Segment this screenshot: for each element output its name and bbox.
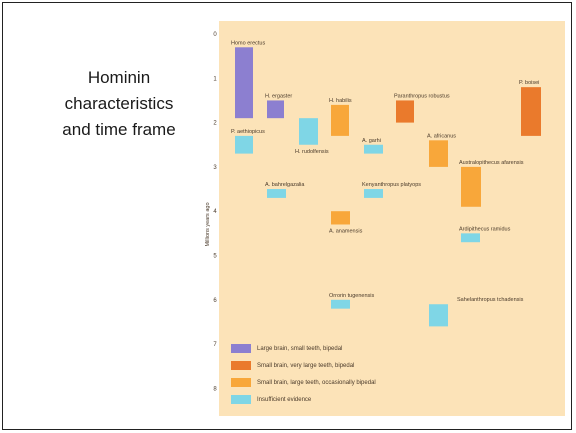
hominin-timeline-figure: Millions years ago 0 1 2 3 4 5 6 7 8 Homo erectus H… [195, 21, 569, 416]
slide-title-line-1: Hominin [87, 68, 151, 87]
range-bar [364, 189, 383, 198]
y-tick-label: 1 [213, 76, 217, 82]
legend-item: Small brain, large teeth, occasionally b… [231, 375, 531, 390]
species-label: H. ergaster [265, 93, 292, 99]
species-label: Kenyanthropus platyops [362, 182, 421, 188]
slide-frame: Hominin characteristics and time frame M… [2, 2, 572, 430]
chart-panel [219, 21, 565, 416]
range-bar [267, 189, 286, 198]
range-bar [429, 304, 448, 327]
range-bar [235, 47, 253, 119]
legend-label: Large brain, small teeth, bipedal [257, 345, 343, 352]
range-bar [267, 100, 284, 119]
species-label: A. anamensis [329, 228, 363, 234]
legend-swatch-purple [231, 344, 251, 353]
y-tick-label: 8 [213, 386, 217, 392]
species-label: P. aethiopicus [231, 129, 265, 135]
species-label: H. rudolfensis [295, 149, 329, 155]
slide-title-line-2: characteristics [64, 94, 174, 113]
legend-swatch-light-orange [231, 378, 251, 387]
species-label: P. boisei [519, 80, 539, 86]
y-tick-label: 2 [213, 121, 217, 127]
range-bar [429, 140, 448, 167]
legend-label: Small brain, large teeth, occasionally b… [257, 379, 376, 386]
range-bar [235, 135, 253, 154]
range-bar [331, 211, 350, 225]
slide-title: Hominin characteristics and time frame [39, 65, 199, 143]
legend-item: Insufficient evidence [231, 392, 531, 407]
y-tick-label: 3 [213, 165, 217, 171]
species-label: A. garhi [362, 138, 381, 144]
chart-legend: Large brain, small teeth, bipedal Small … [231, 341, 531, 409]
y-axis-title: Millions years ago [205, 202, 211, 246]
species-label: Orrorin tugenensis [329, 293, 374, 299]
legend-label: Small brain, very large teeth, bipedal [257, 362, 355, 369]
legend-label: Insufficient evidence [257, 396, 312, 403]
y-tick-label: 0 [213, 32, 217, 38]
slide-title-line-3: and time frame [62, 120, 176, 139]
range-bar [521, 87, 541, 136]
range-bar [396, 100, 414, 123]
species-label: Sahelanthropus tchadensis [457, 297, 524, 303]
legend-item: Large brain, small teeth, bipedal [231, 341, 531, 356]
y-tick-label: 6 [213, 298, 217, 304]
timeline-chart: Millions years ago 0 1 2 3 4 5 6 7 8 Homo erectus H… [205, 21, 565, 416]
species-label: A. africanus [427, 133, 456, 139]
legend-swatch-cyan [231, 395, 251, 404]
y-tick-label: 4 [213, 209, 217, 215]
range-bar [461, 233, 480, 243]
range-bar [331, 104, 349, 136]
range-bar [461, 166, 481, 207]
range-bar [299, 118, 318, 145]
legend-swatch-dark-orange [231, 361, 251, 370]
species-label: Australopithecus afarensis [459, 160, 524, 166]
range-bar [364, 144, 383, 154]
y-tick-label: 7 [213, 342, 217, 348]
species-label: Ardipithecus ramidus [459, 226, 511, 232]
range-bar [331, 299, 350, 309]
y-tick-label: 5 [213, 254, 217, 260]
species-label: Homo erectus [231, 40, 265, 46]
species-label: H. habilis [329, 98, 352, 104]
species-label: Paranthropus robustus [394, 93, 450, 99]
species-label: A. bahrelgazalia [265, 182, 305, 188]
legend-item: Small brain, very large teeth, bipedal [231, 358, 531, 373]
